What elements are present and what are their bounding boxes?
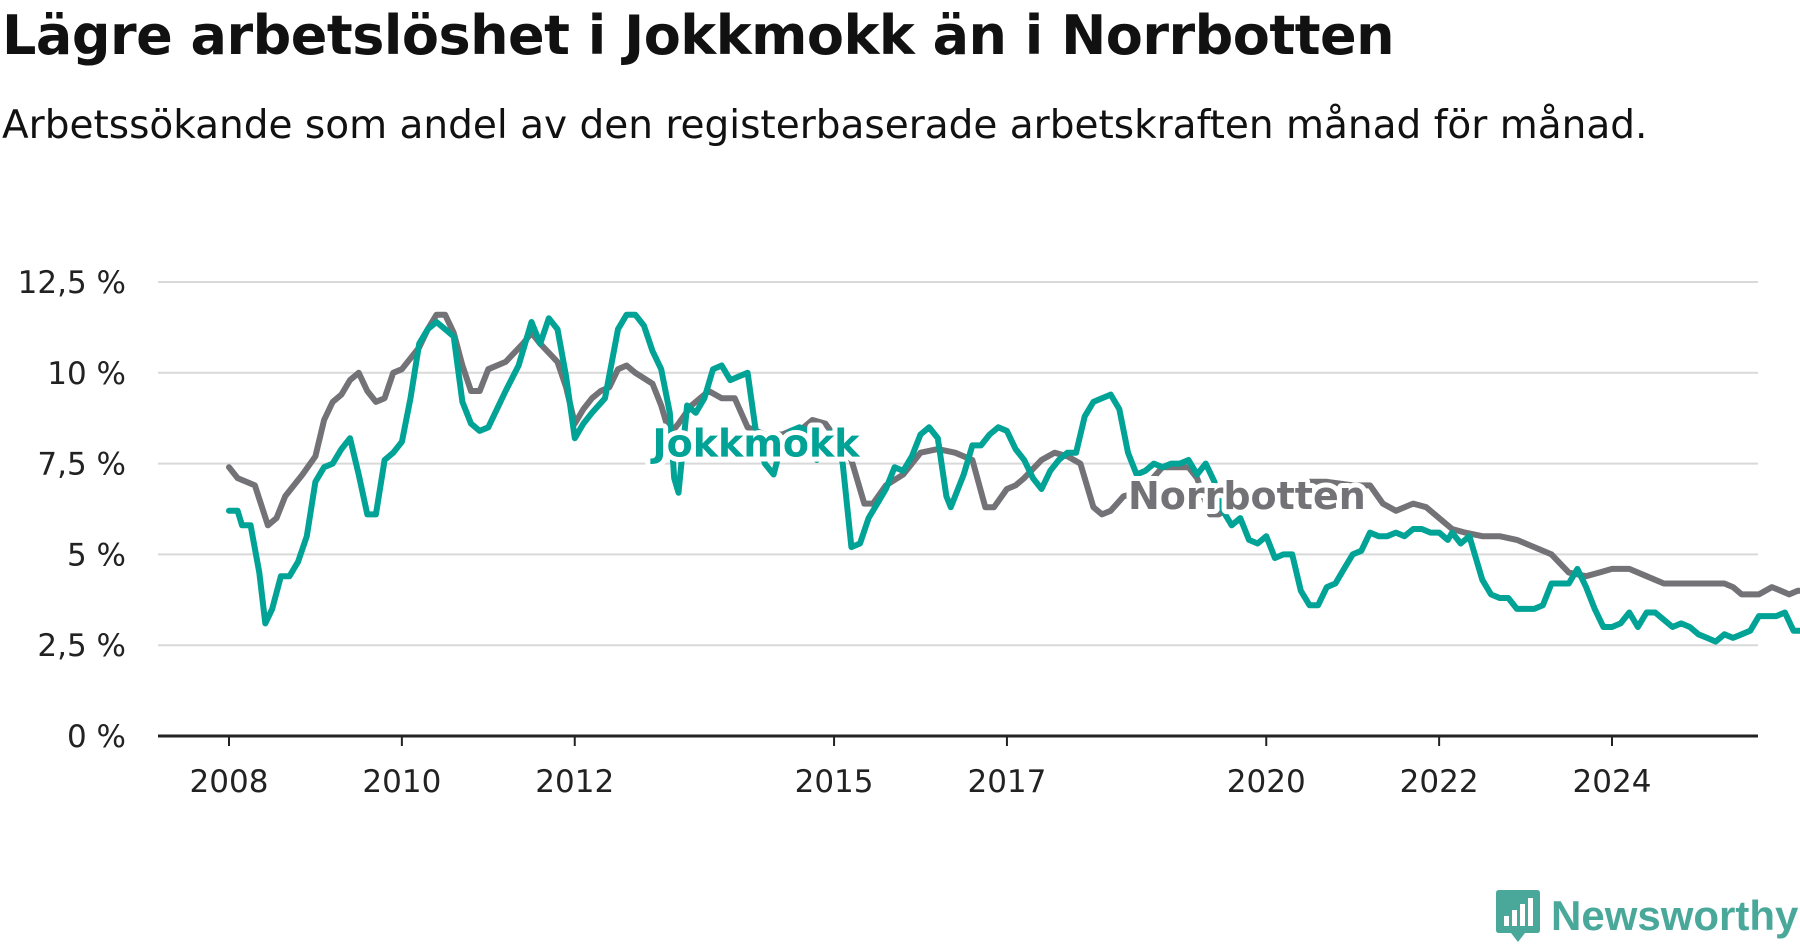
series-label-jokkmokk: Jokkmokk <box>650 421 861 465</box>
y-tick-label: 5 % <box>67 537 126 573</box>
x-tick-label: 2017 <box>967 764 1046 800</box>
x-tick-label: 2020 <box>1227 764 1306 800</box>
y-axis-ticks: 0 % 2,5 % 5 % 7,5 % 10 % 12,5 % <box>18 265 126 755</box>
gridlines <box>158 281 1758 647</box>
x-tick-label: 2010 <box>362 764 441 800</box>
x-tick-label: 2022 <box>1400 764 1479 800</box>
series-label-norrbotten: Norrbotten <box>1128 474 1366 518</box>
x-tick-label: 2015 <box>795 764 874 800</box>
series-lines <box>226 311 1800 645</box>
brand-name: Newsworthy <box>1551 892 1799 939</box>
chart-title: Lägre arbetslöshet i Jokkmokk än i Norrb… <box>2 4 1395 67</box>
series-line-norrbotten <box>226 311 1800 598</box>
y-tick-label: 10 % <box>47 356 126 392</box>
y-tick-label: 7,5 % <box>37 447 126 483</box>
x-tick-label: 2012 <box>535 764 614 800</box>
x-tick-label: 2024 <box>1573 764 1652 800</box>
y-tick-label: 0 % <box>67 719 126 755</box>
series-labels: JokkmokkNorrbotten3,9 %3 % <box>645 416 1371 523</box>
y-tick-label: 12,5 % <box>18 265 126 301</box>
y-tick-label: 2,5 % <box>37 628 126 664</box>
newsworthy-brand: Newsworthy <box>1495 888 1798 944</box>
series-line-jokkmokk <box>226 311 1800 645</box>
x-tick-label: 2008 <box>190 764 269 800</box>
newsworthy-logo-icon <box>1496 890 1540 942</box>
x-axis-ticks: 2008 2010 2012 2015 2017 2020 2022 2024 <box>158 734 1758 800</box>
chart-subtitle: Arbetssökande som andel av den registerb… <box>2 103 1648 148</box>
